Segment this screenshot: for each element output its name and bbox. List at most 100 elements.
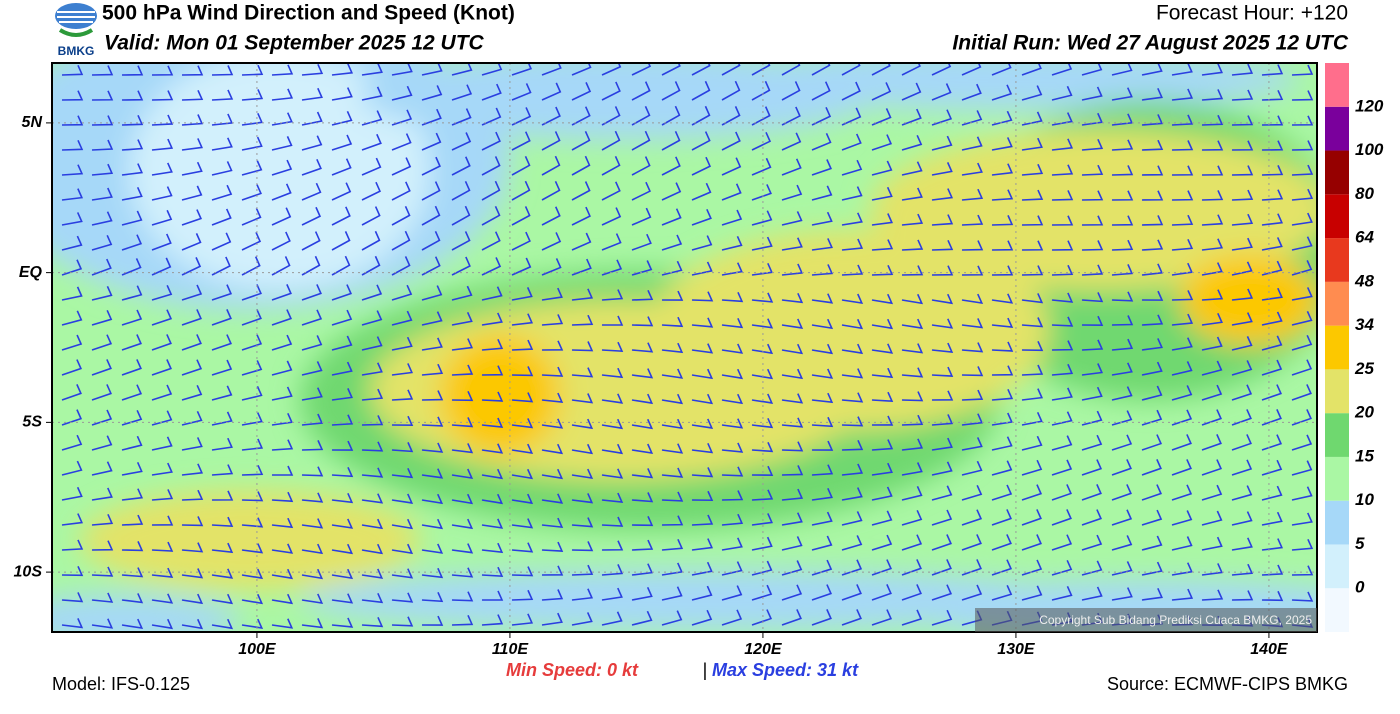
wind-barb	[181, 542, 204, 553]
wind-barb	[301, 492, 324, 503]
wind-barb	[1081, 363, 1104, 376]
title: 500 hPa Wind Direction and Speed (Knot)	[102, 2, 515, 25]
wind-barb	[271, 112, 293, 126]
wind-barb	[991, 341, 1014, 352]
wind-barb	[541, 63, 562, 76]
wind-barb	[511, 257, 532, 276]
wind-barb	[871, 318, 894, 330]
wind-barb	[151, 515, 174, 526]
colorbar-label: 120	[1355, 96, 1384, 115]
wind-barb	[481, 83, 502, 101]
wind-barb	[211, 161, 233, 176]
wind-barb	[1021, 534, 1042, 551]
wind-barb	[991, 509, 1012, 526]
wind-barb	[271, 593, 294, 605]
wind-barb	[661, 234, 683, 251]
wind-barb	[571, 341, 594, 352]
wind-barb	[781, 132, 802, 151]
wind-barb	[331, 110, 353, 126]
wind-barb	[301, 568, 324, 580]
wind-barb	[451, 205, 471, 226]
colorbar-band	[1325, 63, 1349, 107]
wind-barb	[421, 230, 441, 251]
wind-barb	[391, 157, 412, 176]
wind-barb	[121, 114, 144, 126]
wind-barb	[61, 212, 83, 226]
wind-barb	[961, 265, 984, 276]
wind-barb	[901, 213, 924, 226]
wind-barb	[871, 510, 893, 526]
wind-barb	[151, 410, 173, 426]
wind-barb	[1081, 560, 1103, 576]
wind-barb	[1141, 114, 1164, 126]
wind-barb	[1081, 484, 1102, 501]
wind-barb	[391, 493, 414, 504]
wind-barb	[541, 314, 564, 326]
wind-barb	[1171, 140, 1194, 151]
wind-barb	[511, 63, 533, 76]
wind-barb	[571, 288, 594, 301]
wind-barb	[661, 418, 684, 430]
wind-barb	[541, 180, 561, 201]
wind-barb	[481, 614, 504, 626]
wind-barb	[751, 609, 773, 626]
wind-barb	[1051, 340, 1074, 351]
wind-barb	[691, 467, 714, 478]
wind-barb	[121, 514, 144, 526]
wind-barb	[841, 81, 861, 101]
wind-barb	[811, 63, 831, 76]
wind-barb	[811, 416, 834, 428]
wind-barb	[481, 365, 504, 376]
wind-barb	[91, 90, 114, 101]
wind-barb	[841, 238, 864, 251]
wind-barb	[181, 309, 202, 326]
wind-barb	[271, 64, 294, 76]
colorbar-label: 64	[1355, 228, 1374, 247]
wind-barb	[841, 133, 862, 151]
wind-barb	[391, 543, 414, 555]
wind-barb	[781, 63, 801, 76]
wind-barb	[541, 366, 564, 377]
wind-barb	[1261, 64, 1284, 76]
wind-barb	[1081, 139, 1104, 151]
wind-barb	[1171, 562, 1193, 576]
wind-barb	[901, 438, 924, 451]
wind-barb	[781, 211, 803, 226]
wind-barb	[1291, 90, 1314, 101]
wind-barb	[931, 135, 953, 151]
wind-barb	[151, 284, 173, 301]
wind-barb	[901, 510, 923, 526]
wind-barb	[1291, 512, 1313, 526]
wind-barb	[601, 393, 624, 404]
wind-barb	[1081, 112, 1103, 126]
wind-barb	[301, 159, 322, 176]
wind-barb	[511, 589, 534, 601]
wind-barb	[571, 468, 594, 480]
wind-barb	[1141, 165, 1164, 176]
colorbar-label: 100	[1355, 140, 1384, 159]
wind-barb	[1051, 435, 1073, 451]
wind-barb	[1171, 434, 1192, 451]
wind-barb	[91, 187, 113, 201]
wind-barb	[481, 417, 504, 428]
wind-barb	[811, 185, 833, 201]
wind-barb	[1171, 313, 1194, 326]
wind-barb	[511, 107, 532, 126]
wind-barb	[391, 389, 414, 401]
wind-barb	[1111, 561, 1133, 576]
wind-barb	[991, 412, 1013, 426]
wind-barb	[691, 182, 712, 201]
wind-barb	[511, 443, 534, 455]
wind-barb	[421, 337, 443, 351]
wind-barb	[481, 257, 502, 276]
colorbar-band	[1325, 544, 1349, 589]
wind-barb	[1201, 536, 1223, 551]
wind-barb	[751, 236, 773, 251]
wind-barb	[451, 518, 474, 530]
wind-barb	[121, 258, 142, 276]
wind-barb	[211, 359, 233, 376]
wind-barb	[691, 609, 713, 626]
wind-barb	[1201, 190, 1224, 201]
wind-barb	[271, 231, 291, 251]
wind-barb	[841, 439, 864, 451]
